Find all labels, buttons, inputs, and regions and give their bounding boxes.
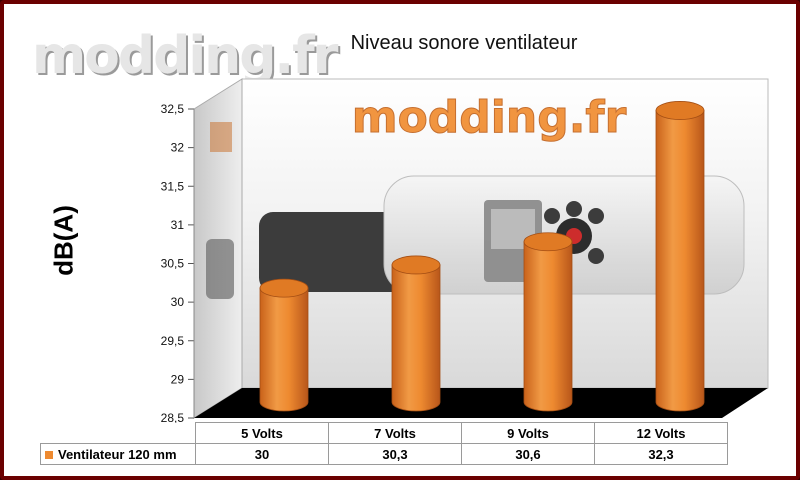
y-axis: 28,5 29 29,5 30 30,5 31 31,5 32 32,5 <box>161 102 195 425</box>
category-label: 12 Volts <box>594 422 728 444</box>
bar-top <box>655 101 705 120</box>
bar <box>523 232 573 412</box>
bar-body <box>391 264 441 412</box>
watermark-logo: modding.fr <box>32 26 338 86</box>
y-tick-label: 30,5 <box>161 257 185 271</box>
chart-plot: modding.fr 28,5 29 29,5 30 30,5 31 31,5 32 32,5 <box>161 78 769 425</box>
y-tick-label: 31 <box>171 218 185 232</box>
chart-title: Niveau sonore ventilateur <box>350 32 578 54</box>
bar-top <box>391 255 441 275</box>
chart-floor <box>194 388 768 418</box>
y-tick-label: 29,5 <box>161 334 185 348</box>
bar <box>391 255 441 412</box>
data-table-header-row: 5 Volts 7 Volts 9 Volts 12 Volts <box>40 422 728 444</box>
data-table: 5 Volts 7 Volts 9 Volts 12 Volts Ventila… <box>40 422 728 465</box>
category-label: 7 Volts <box>328 422 462 444</box>
category-label: 5 Volts <box>195 422 329 444</box>
bar <box>259 278 309 412</box>
watermark-center: modding.fr <box>352 92 627 143</box>
value-label: 30,6 <box>461 443 595 465</box>
value-label: 30,3 <box>328 443 462 465</box>
bar-body <box>655 110 705 412</box>
data-table-series-row: Ventilateur 120 mm 30 30,3 30,6 32,3 <box>40 443 728 465</box>
y-tick-label: 31,5 <box>161 179 185 193</box>
legend-entry: Ventilateur 120 mm <box>40 443 196 465</box>
category-label: 9 Volts <box>461 422 595 444</box>
bar <box>655 101 705 412</box>
bar-top <box>259 278 309 298</box>
y-tick-label: 32 <box>171 141 185 155</box>
legend-swatch <box>45 451 53 460</box>
value-label: 32,3 <box>594 443 728 465</box>
y-tick-label: 32,5 <box>161 102 185 116</box>
bar-top <box>523 232 573 252</box>
bar-body <box>523 241 573 412</box>
y-tick-label: 30 <box>171 295 185 309</box>
y-tick-label: 28,5 <box>161 411 185 425</box>
legend-label: Ventilateur 120 mm <box>58 446 177 462</box>
bar-body <box>259 287 309 412</box>
bars <box>259 101 705 412</box>
value-label: 30 <box>195 443 329 465</box>
y-tick-label: 29 <box>171 372 185 386</box>
